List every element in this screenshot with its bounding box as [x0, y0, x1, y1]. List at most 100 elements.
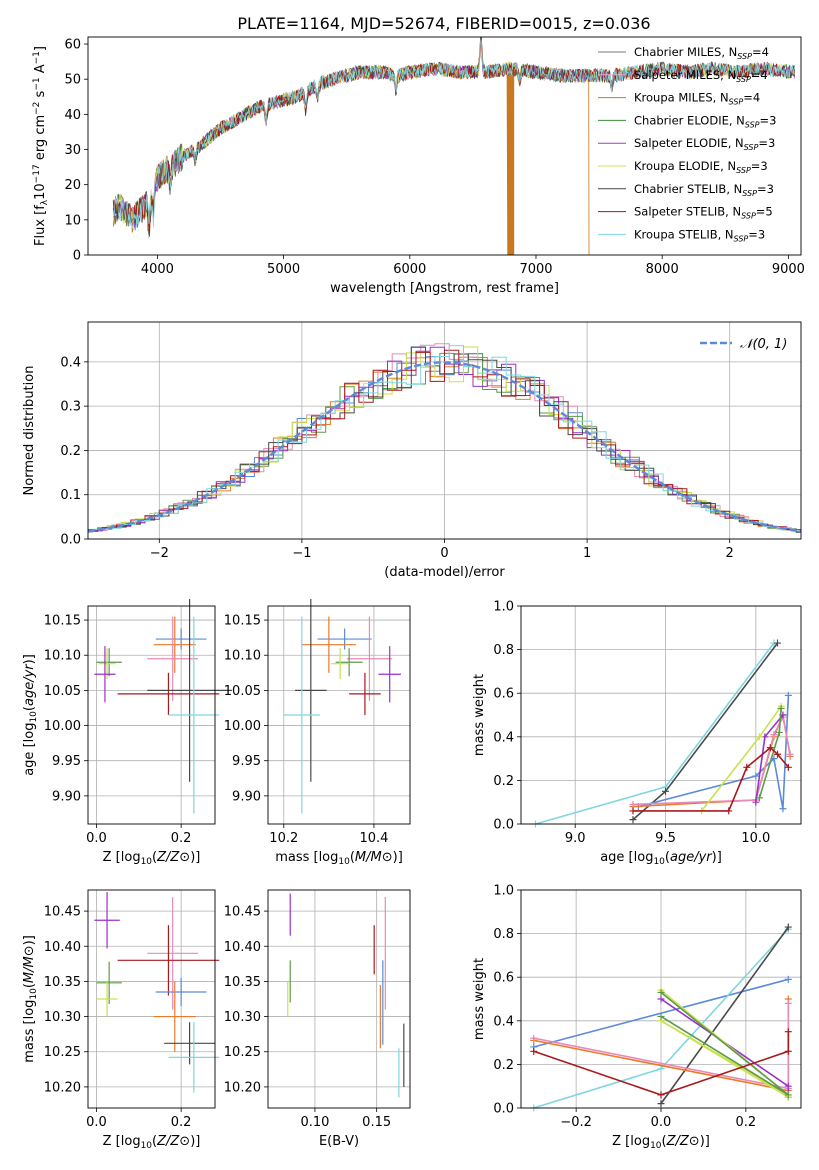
y-tick-label: 0.0: [60, 533, 81, 548]
mass-weight-marker: [786, 750, 794, 758]
y-tick-label: 20: [64, 178, 81, 193]
x-tick-label: 0.15: [362, 1115, 391, 1130]
age-vs-mass-axes: 10.2 10.4 9.90 9.95 10.00 10.05 10.10 10.15: [224, 606, 410, 846]
mass-weight-vs-age-ylabel: mass weight: [472, 674, 487, 756]
y-tick-label: 1.0: [493, 600, 514, 615]
mass-weight-line: [533, 1031, 790, 1096]
y-tick-label: 10.00: [44, 719, 81, 734]
age-vs-Z-points: [94, 598, 232, 814]
y-tick-label: 10.00: [224, 719, 261, 734]
spectrum-lines: [112, 37, 796, 255]
mass-weight-marker: [752, 772, 760, 780]
mass-weight-marker: [752, 798, 760, 806]
age-vs-mass-frame: [267, 605, 411, 825]
legend-entry: Kroupa MILES, NSSP=4: [634, 91, 760, 107]
age-vs-Z-xlabel: Z [log10(Z/Z⊙)]: [103, 850, 201, 867]
mass-weight-marker: [530, 1034, 538, 1042]
legend-entry: Chabrier STELIB, NSSP=3: [634, 182, 774, 198]
legend-entry: Salpeter ELODIE, NSSP=3: [634, 136, 775, 152]
spectrum-xlabel: wavelength [Angstrom, rest frame]: [330, 281, 559, 296]
age-vs-mass-xlabel: mass [log10(M/M⊙)]: [275, 850, 403, 867]
y-tick-label: 9.95: [232, 754, 261, 769]
x-tick-label: 0.2: [736, 1115, 757, 1130]
y-tick-label: 50: [64, 73, 81, 88]
x-tick-label: 10.2: [269, 831, 298, 846]
mass-weight-marker: [784, 1091, 792, 1099]
y-tick-label: 10.05: [224, 684, 261, 699]
mass-weight-marker: [784, 923, 792, 931]
y-tick-label: 10.30: [224, 1010, 261, 1025]
y-tick-label: 0.4: [493, 730, 514, 745]
y-tick-label: 0: [73, 249, 81, 264]
mass-vs-Z-frame: [87, 889, 216, 1109]
mass-weight-vs-age-lines: [531, 639, 794, 828]
mass-weight-marker: [755, 733, 763, 741]
x-tick-label: 4000: [141, 262, 174, 277]
mass-weight-marker: [784, 1028, 792, 1036]
mass-weight-vs-Z-ylabel: mass weight: [472, 958, 487, 1040]
mass-vs-EBV-points: [287, 893, 405, 1098]
mass-weight-marker: [657, 1100, 665, 1108]
mass-weight-vs-Z-lines: [530, 923, 792, 1112]
y-tick-label: 0.2: [493, 774, 514, 789]
mass-vs-Z-points: [94, 892, 220, 1093]
residuals-frame: [87, 321, 802, 540]
x-tick-label: 0.0: [86, 1115, 107, 1130]
mass-weight-marker: [784, 975, 792, 983]
x-tick-label: 9.5: [655, 831, 676, 846]
y-tick-label: 0.4: [493, 1014, 514, 1029]
mass-weight-vs-Z-axes: −0.2 0.0 0.2 0.0 0.2 0.4 0.6 0.8 1.0: [493, 884, 801, 1130]
y-tick-label: 10.45: [224, 905, 261, 920]
legend-entry: Chabrier ELODIE, NSSP=3: [634, 113, 776, 129]
y-tick-label: 10.35: [44, 975, 81, 990]
x-tick-label: 0.10: [300, 1115, 329, 1130]
mass-weight-marker: [657, 995, 665, 1003]
spectrum-frame: [87, 36, 802, 256]
y-tick-label: 10.45: [44, 905, 81, 920]
x-tick-label: 0.0: [86, 831, 107, 846]
mass-vs-Z-ylabel: mass [log10(M/M⊙)]: [22, 935, 39, 1063]
x-tick-label: −1: [292, 546, 311, 561]
y-tick-label: 10.20: [224, 1080, 261, 1095]
y-tick-label: 30: [64, 143, 81, 158]
y-tick-label: 10.25: [224, 1045, 261, 1060]
x-tick-label: 10.0: [741, 831, 770, 846]
x-tick-label: 6000: [393, 262, 426, 277]
age-vs-mass-points: [283, 598, 401, 814]
residuals-ylabel: Normed distribution: [22, 366, 37, 496]
residual-histogram: [88, 346, 801, 533]
figure-title: PLATE=1164, MJD=52674, FIBERID=0015, z=0…: [237, 14, 650, 33]
y-tick-label: 10.15: [44, 614, 81, 629]
x-tick-label: 10.4: [359, 831, 388, 846]
y-tick-label: 10.35: [224, 975, 261, 990]
y-tick-label: 10.10: [224, 649, 261, 664]
spectrum-ylabel: Flux [fλ10−17 erg cm−2 s−1 A−1]: [32, 46, 50, 246]
mass-weight-marker: [743, 763, 751, 771]
y-tick-label: 40: [64, 108, 81, 123]
mass-weight-marker: [770, 731, 778, 739]
mass-weight-marker: [775, 728, 783, 736]
mass-weight-marker: [774, 750, 782, 758]
legend-entry: Kroupa STELIB, NSSP=3: [634, 227, 765, 243]
mass-weight-marker: [530, 1047, 538, 1055]
mass-weight-marker: [774, 639, 782, 647]
mass-weight-marker: [779, 805, 787, 813]
mass-weight-marker: [657, 1065, 665, 1073]
y-tick-label: 0.0: [493, 818, 514, 833]
mass-weight-marker: [777, 704, 785, 712]
legend-entry: Salpeter STELIB, NSSP=5: [634, 205, 773, 221]
residuals-xlabel: (data-model)/error: [384, 565, 505, 580]
age-vs-Z-frame: [87, 605, 216, 825]
y-tick-label: 10.15: [224, 614, 261, 629]
y-tick-label: 60: [64, 38, 81, 53]
mass-weight-marker: [784, 691, 792, 699]
mass-vs-EBV-axes: 0.10 0.15 10.20 10.25 10.30 10.35 10.40 10.45: [224, 890, 410, 1130]
y-tick-label: 10.40: [44, 940, 81, 955]
y-tick-label: 0.3: [60, 400, 81, 415]
mass-weight-marker: [657, 988, 665, 996]
mass-weight-vs-age-xlabel: age [log10(age/yr)]: [600, 850, 722, 867]
y-tick-label: 0.0: [493, 1102, 514, 1117]
mass-vs-Z-xlabel: Z [log10(Z/Z⊙)]: [103, 1134, 201, 1151]
legend-entry: 𝒩(0, 1): [740, 337, 787, 352]
mass-weight-marker: [784, 1082, 792, 1090]
